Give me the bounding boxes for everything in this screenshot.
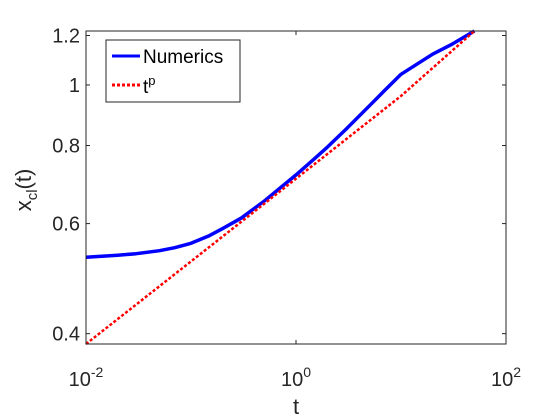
- legend-box: [105, 39, 241, 103]
- y-axis-label-suffix: (t): [11, 169, 36, 190]
- series-line-power-law: [85, 30, 476, 345]
- y-axis-label-sub: cl: [24, 189, 41, 200]
- x-tick-label-exponent: 0: [303, 364, 311, 380]
- legend-label-power-law-base: t: [143, 77, 149, 98]
- y-axis-label: xcl(t): [11, 169, 41, 212]
- legend: Numerics tp: [105, 39, 241, 103]
- x-tick-label: 10-2: [69, 364, 104, 391]
- x-tick-label: 100: [281, 364, 311, 391]
- x-tick-label-base: 10: [491, 369, 513, 391]
- x-tick-label-exponent: -2: [91, 364, 104, 380]
- legend-label-power-law-sup: p: [148, 73, 155, 88]
- legend-label-numerics: Numerics: [143, 47, 223, 68]
- y-tick-label: 1.2: [52, 25, 80, 47]
- y-tick-label: 0.8: [52, 136, 80, 158]
- x-tick-label: 102: [491, 364, 521, 391]
- x-tick-label-exponent: 2: [513, 364, 521, 380]
- x-tick-label-base: 10: [69, 369, 91, 391]
- series-line-numerics: [85, 29, 476, 260]
- y-tick-label: 0.6: [52, 214, 80, 236]
- legend-label-power-law: tp: [143, 73, 156, 98]
- y-tick-label: 1: [69, 75, 80, 97]
- y-tick-label: 0.4: [52, 324, 80, 346]
- x-tick-label-base: 10: [281, 369, 303, 391]
- y-axis-label-base: x: [11, 200, 36, 211]
- x-axis-label: t: [293, 394, 299, 419]
- series-layer: [85, 29, 476, 345]
